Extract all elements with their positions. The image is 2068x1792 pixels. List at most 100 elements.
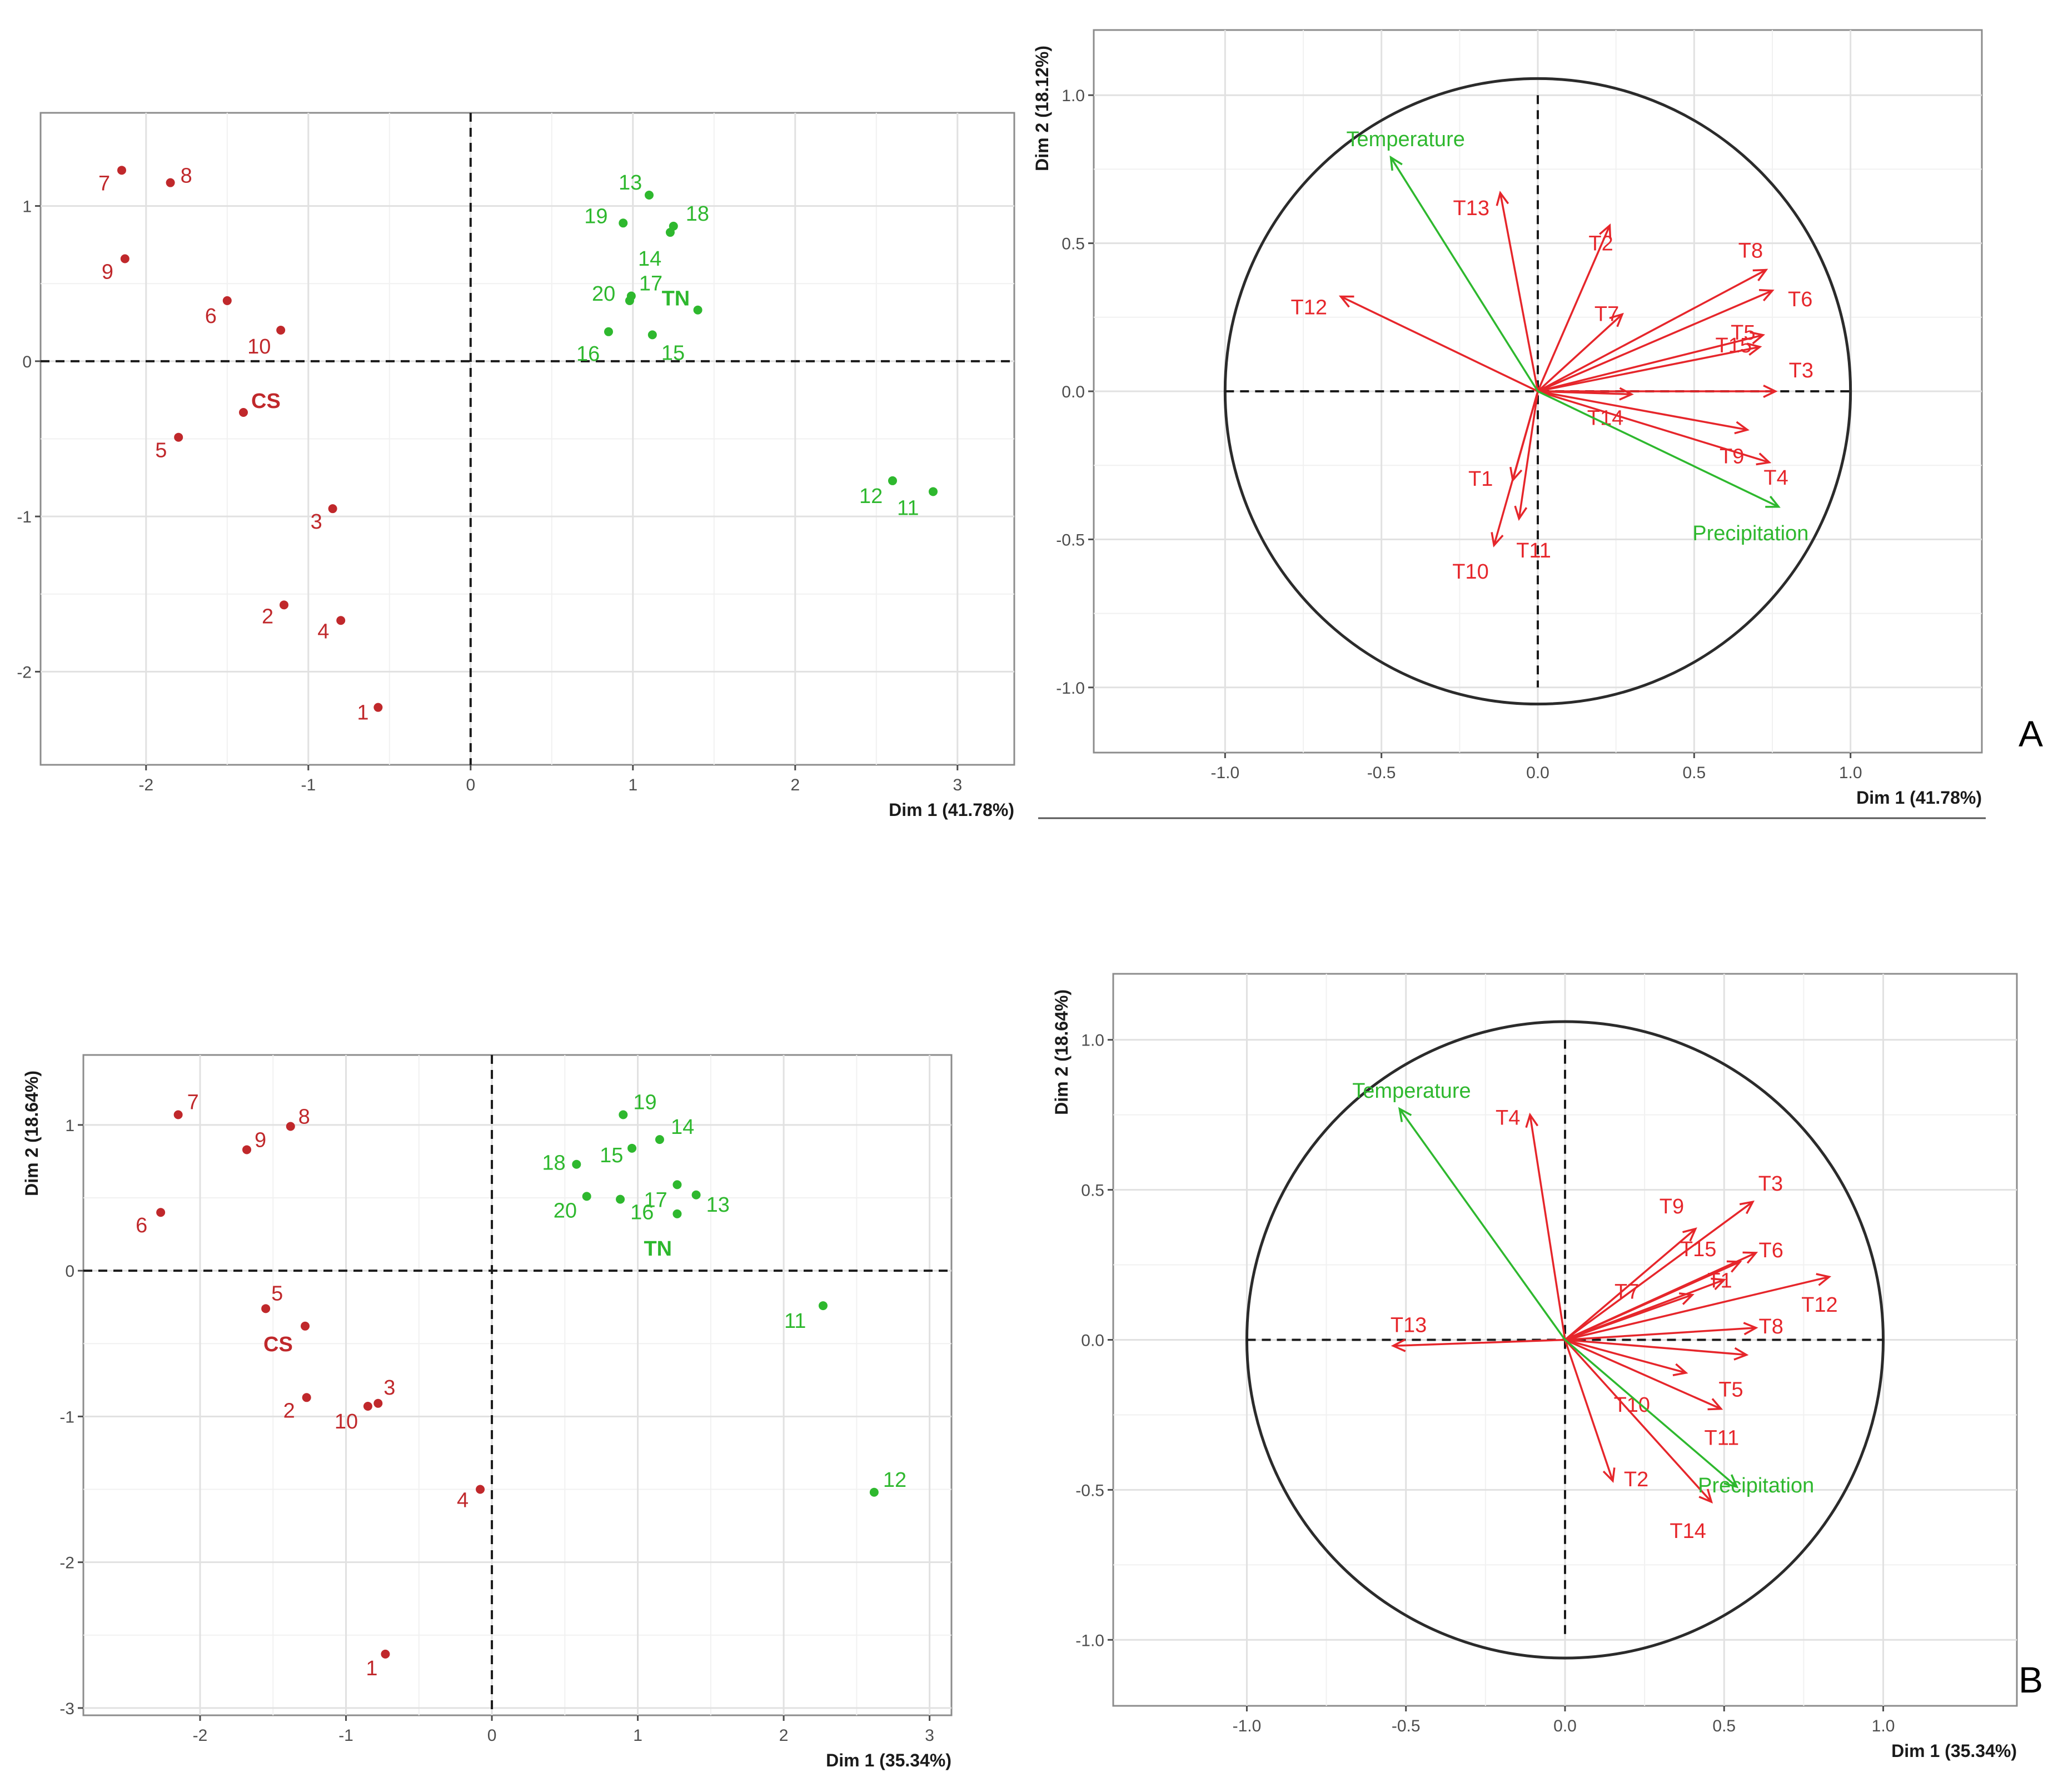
y-axis-title: Dim 2 (18.64%) [1052, 989, 1072, 1115]
series-cs: 1 2 3 4 5 6 7 8 9 10 CS [98, 165, 383, 725]
vector-label: T7 [1614, 1281, 1639, 1304]
arrow-shaft [1537, 390, 1770, 464]
vector-t15: T15 [1564, 1238, 1742, 1341]
point-13 [645, 191, 654, 200]
panel-tag-a: A [2019, 713, 2043, 754]
point-10 [276, 326, 286, 335]
y-tick-label: 1 [22, 198, 32, 216]
vector-precipitation: Precipitation [1537, 390, 1808, 545]
arrow-head [1733, 1347, 1749, 1361]
vector-t15: T15 [1537, 334, 1762, 392]
point-4 [336, 616, 346, 625]
y-axis-title: Dim 2 (18.64%) [22, 1071, 42, 1196]
vector-t11: T11 [1514, 391, 1551, 563]
point-label: 4 [317, 620, 329, 643]
arrow-head [1723, 1474, 1739, 1489]
point-19 [619, 1110, 628, 1119]
y-tick-label: 0 [22, 353, 32, 371]
point-label: 15 [661, 341, 685, 365]
arrow-shaft [1564, 1339, 1614, 1481]
x-tick-label: 3 [925, 1726, 934, 1745]
arrow-shaft [1537, 225, 1611, 392]
arrow-shaft [1564, 1261, 1741, 1341]
A-variables-plot: -1.0 -0.5 0.0 0.5 1.0 -1.0 -0.5 0.0 0.5 1.0 Dim 1 … [1032, 29, 1983, 808]
point-19 [619, 218, 628, 228]
y-tick-label: -0.5 [1056, 531, 1085, 549]
point-9 [242, 1145, 252, 1154]
arrow-shaft [1537, 390, 1632, 396]
point-8 [286, 1122, 295, 1131]
x-tick-label: 2 [779, 1726, 789, 1745]
y-tick-label: 0.0 [1081, 1332, 1104, 1350]
vector-label: T3 [1789, 359, 1813, 382]
arrow-head [1711, 1277, 1727, 1291]
vector-label: T7 [1594, 302, 1619, 326]
vector-t7: T7 [1564, 1281, 1695, 1341]
point-label: 18 [542, 1152, 565, 1175]
arrow-head [1742, 1251, 1758, 1264]
centroid-cs [239, 408, 248, 417]
centroid-label: TN [662, 287, 690, 311]
vector-label: T6 [1759, 1239, 1783, 1262]
arrow-shaft [1537, 346, 1760, 392]
arrow-shaft [1518, 391, 1539, 519]
B-variables-plot: -1.0 -0.5 0.0 0.5 1.0 -1.0 -0.5 0.0 0.5 1.0 Dim 1 … [1052, 973, 2018, 1761]
plot-panel [82, 1054, 953, 1716]
y-tick-label: 0.0 [1062, 383, 1085, 401]
arrow-head [1758, 289, 1775, 302]
point-label: 3 [383, 1376, 395, 1400]
point-label: 4 [457, 1489, 469, 1512]
arrow-head [1739, 1200, 1755, 1214]
point-label: 14 [638, 247, 661, 271]
arrow-head [1389, 155, 1403, 171]
point-3 [328, 504, 337, 514]
vector-label: T15 [1716, 334, 1752, 357]
point-label: 13 [706, 1193, 730, 1217]
arrow-head [1602, 1467, 1616, 1483]
arrow-head [1682, 1227, 1697, 1242]
arrow-head [1514, 505, 1528, 521]
point-label: 11 [897, 496, 919, 520]
point-12 [888, 476, 897, 485]
vector-label: Temperature [1347, 128, 1465, 151]
point-16 [616, 1194, 625, 1204]
arrow-shaft [1564, 1201, 1753, 1341]
point-label: 9 [255, 1128, 266, 1152]
x-tick-label: 0.5 [1712, 1717, 1736, 1735]
arrow-head [1391, 1338, 1406, 1352]
point-18 [572, 1159, 581, 1169]
vector-label: T8 [1759, 1315, 1783, 1338]
vector-label: Precipitation [1692, 522, 1808, 545]
x-tick-label: 1.0 [1872, 1717, 1895, 1735]
point-4 [476, 1485, 485, 1494]
vector-t2: T2 [1564, 1339, 1648, 1491]
point-1 [373, 703, 383, 712]
point-label: 19 [633, 1091, 656, 1114]
x-tick-label: 0.0 [1553, 1717, 1577, 1735]
vector-temperature: Temperature [1352, 1079, 1566, 1341]
arrow-shaft [1564, 1339, 1712, 1503]
point-label: 17 [639, 272, 662, 296]
point-13 [691, 1190, 701, 1199]
vector-t8: T8 [1564, 1315, 1783, 1341]
vector-label: T14 [1670, 1520, 1706, 1543]
y-tick-label: -1.0 [1056, 679, 1085, 698]
point-11 [818, 1301, 828, 1311]
vector-t11: T11 [1564, 1338, 1740, 1450]
vector-t2: T2 [1537, 223, 1613, 392]
arrow-shaft [1564, 1338, 1747, 1356]
point-3 [373, 1398, 383, 1408]
point-5 [261, 1304, 271, 1313]
x-tick-label: 3 [953, 776, 962, 794]
vector-label: T11 [1705, 1427, 1740, 1450]
point-10 [363, 1402, 372, 1411]
arrow-shaft [1537, 390, 1780, 508]
point-label: 5 [271, 1282, 283, 1305]
y-tick-label: -1.0 [1075, 1631, 1104, 1650]
arrow-head [1609, 312, 1624, 327]
vector-t8: T8 [1537, 240, 1768, 392]
y-tick-label: -2 [17, 663, 32, 681]
arrow-head [1338, 295, 1354, 308]
point-label: 5 [155, 439, 167, 462]
